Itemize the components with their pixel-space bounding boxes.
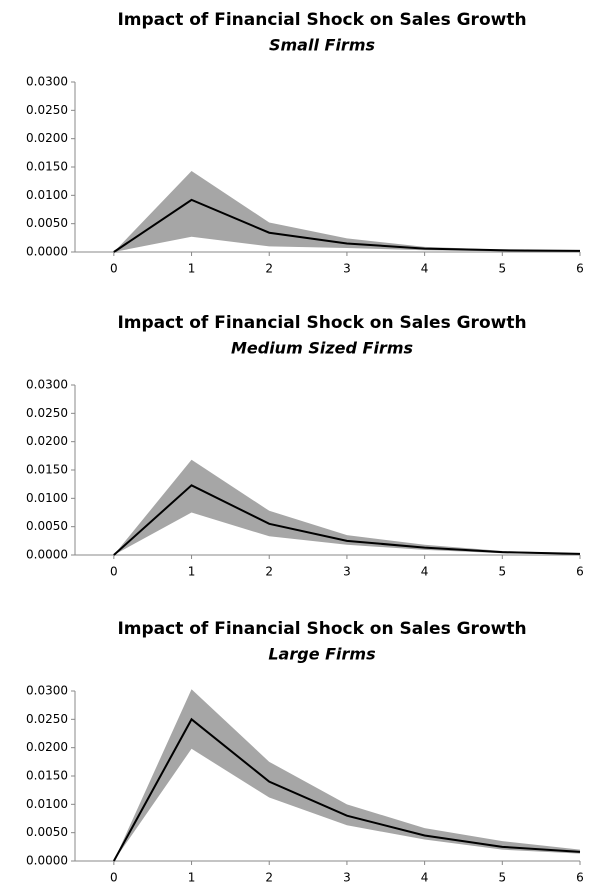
confidence-band [113,689,580,861]
y-tick-label: 0.0250 [26,712,68,726]
x-tick-label: 0 [110,871,118,885]
x-tick-label: 2 [265,565,273,579]
y-tick-label: 0.0250 [26,103,68,117]
chart-title: Impact of Financial Shock on Sales Growt… [117,313,526,333]
x-tick-label: 3 [343,262,351,276]
x-tick-label: 2 [265,871,273,885]
y-tick-label: 0.0200 [26,434,68,448]
y-tick-label: 0.0100 [26,188,68,202]
line [113,484,581,556]
y-tick-label: 0.0250 [26,406,68,420]
line [112,717,581,862]
x-tick-label: 5 [498,262,506,276]
x-tick-label: 6 [576,871,584,885]
y-tick-label: 0.0150 [26,769,68,783]
confidence-band [113,459,580,555]
chart-subtitle: Small Firms [269,36,375,55]
x-tick-label: 4 [421,565,429,579]
y-tick-label: 0.0150 [26,463,68,477]
y-tick-label: 0.0100 [26,797,68,811]
x-tick-label: 1 [188,871,196,885]
y-tick-label: 0.0200 [26,131,68,145]
x-tick-label: 5 [498,565,506,579]
x-tick-label: 6 [576,262,584,276]
x-tick-label: 4 [421,262,429,276]
y-tick-label: 0.0200 [26,740,68,754]
y-tick-label: 0.0300 [26,684,68,698]
x-tick-label: 2 [265,262,273,276]
y-tick-label: 0.0050 [26,519,68,533]
x-tick-label: 1 [188,262,196,276]
y-tick-label: 0.0000 [26,854,68,868]
x-tick-label: 1 [188,565,196,579]
confidence-band [113,170,580,252]
chart-subtitle: Medium Sized Firms [231,339,413,358]
chart-title: Impact of Financial Shock on Sales Growt… [117,10,526,30]
x-tick-label: 0 [110,565,118,579]
chart-title: Impact of Financial Shock on Sales Growt… [117,619,526,639]
line [113,198,581,253]
y-tick-label: 0.0300 [26,75,68,89]
x-tick-label: 4 [421,871,429,885]
y-tick-label: 0.0050 [26,216,68,230]
chart-subtitle: Large Firms [268,645,375,664]
y-tick-label: 0.0100 [26,491,68,505]
y-tick-label: 0.0000 [26,548,68,562]
y-tick-label: 0.0000 [26,245,68,259]
x-tick-label: 3 [343,565,351,579]
x-tick-label: 5 [498,871,506,885]
x-tick-label: 0 [110,262,118,276]
y-tick-label: 0.0150 [26,160,68,174]
y-tick-label: 0.0050 [26,825,68,839]
x-tick-label: 6 [576,565,584,579]
y-tick-label: 0.0300 [26,378,68,392]
x-tick-label: 3 [343,871,351,885]
